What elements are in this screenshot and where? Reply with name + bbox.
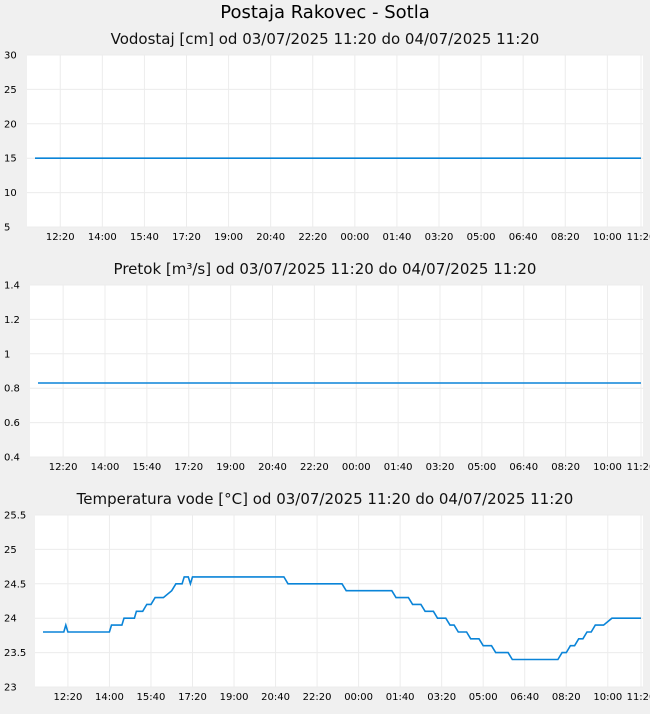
x-tick-label: 12:20 [46,232,75,243]
x-tick-label: 12:20 [49,462,78,473]
x-tick-label: 10:00 [593,232,622,243]
x-tick-label: 01:40 [384,462,413,473]
y-tick-label: 23.5 [4,648,26,659]
plot-area [30,285,643,457]
x-tick-label: 05:00 [469,692,498,703]
x-tick-label: 15:40 [137,692,166,703]
x-tick-label: 06:40 [509,462,538,473]
y-tick-label: 15 [4,154,17,165]
x-tick-label: 08:20 [551,462,580,473]
y-tick-label: 5 [4,223,10,234]
x-tick-label: 01:40 [383,232,412,243]
discharge-chart: Pretok [m³/s] od 03/07/2025 11:20 do 04/… [0,258,650,480]
x-tick-label: 19:00 [214,232,243,243]
y-tick-label: 25 [4,85,17,96]
y-tick-label: 0.6 [4,418,20,429]
x-tick-label: 08:20 [551,232,580,243]
series-line [43,576,641,661]
x-tick-label: 22:20 [300,462,329,473]
x-tick-label: 10:00 [593,692,622,703]
x-tick-label: 06:40 [510,692,539,703]
y-tick-label: 24.5 [4,579,26,590]
x-tick-label: 17:20 [174,462,203,473]
x-tick-label: 19:00 [220,692,249,703]
y-tick-label: 0.4 [4,453,20,464]
y-tick-label: 30 [4,51,17,62]
x-tick-label: 17:20 [172,232,201,243]
x-tick-label: 14:00 [95,692,124,703]
plot-area [35,515,643,687]
chart-title: Vodostaj [cm] od 03/07/2025 11:20 do 04/… [110,30,540,48]
x-tick-label: 22:20 [298,232,327,243]
x-tick-label: 01:40 [386,692,415,703]
y-tick-label: 1.4 [4,281,20,292]
x-tick-label: 00:00 [344,692,373,703]
water-level-plot: 30 25 20 15 10 5 12:20 14:00 15:40 17:20 19:00 20:4… [4,51,650,244]
x-tick-label: 11:20 [627,232,650,243]
x-tick-label: 03:20 [425,232,454,243]
x-tick-label: 22:20 [303,692,332,703]
x-tick-label: 20:40 [256,232,285,243]
x-tick-label: 00:00 [342,462,371,473]
discharge-plot: 1.4 1.2 1 0.8 0.6 0.4 12:20 14:00 15:40 17:20 19:0… [4,281,650,474]
plot-area [27,55,643,227]
x-tick-label: 05:00 [467,462,496,473]
x-tick-label: 17:20 [178,692,207,703]
x-tick-label: 03:20 [427,692,456,703]
x-tick-label: 14:00 [88,232,117,243]
y-tick-label: 24 [4,614,17,625]
y-tick-label: 23 [4,683,17,694]
x-tick-label: 11:20 [627,462,650,473]
y-tick-label: 25 [4,545,17,556]
x-tick-label: 20:40 [261,692,290,703]
water-temperature-chart: Temperatura vode [°C] od 03/07/2025 11:2… [0,488,650,710]
x-tick-label: 15:40 [132,462,161,473]
y-tick-label: 20 [4,119,17,130]
page-title: Postaja Rakovec - Sotla [220,2,430,23]
x-tick-label: 05:00 [467,232,496,243]
x-tick-label: 11:20 [627,692,650,703]
x-tick-label: 15:40 [130,232,159,243]
y-tick-label: 10 [4,188,17,199]
x-tick-label: 10:00 [593,462,622,473]
x-tick-label: 20:40 [258,462,287,473]
x-tick-label: 19:00 [216,462,245,473]
water-temperature-plot: 25.5 25 24.5 24 23.5 23 12:20 14:00 15:40 17:20 19… [4,511,650,704]
y-tick-label: 0.8 [4,384,20,395]
y-tick-label: 25.5 [4,511,26,522]
x-tick-label: 06:40 [509,232,538,243]
x-tick-label: 14:00 [91,462,120,473]
x-tick-label: 12:20 [54,692,83,703]
x-tick-label: 00:00 [340,232,369,243]
water-level-chart: Vodostaj [cm] od 03/07/2025 11:20 do 04/… [0,28,650,250]
chart-title: Temperatura vode [°C] od 03/07/2025 11:2… [76,490,574,508]
x-tick-label: 03:20 [426,462,455,473]
y-tick-label: 1 [4,349,10,360]
y-tick-label: 1.2 [4,315,20,326]
chart-title: Pretok [m³/s] od 03/07/2025 11:20 do 04/… [113,260,537,278]
x-tick-label: 08:20 [552,692,581,703]
